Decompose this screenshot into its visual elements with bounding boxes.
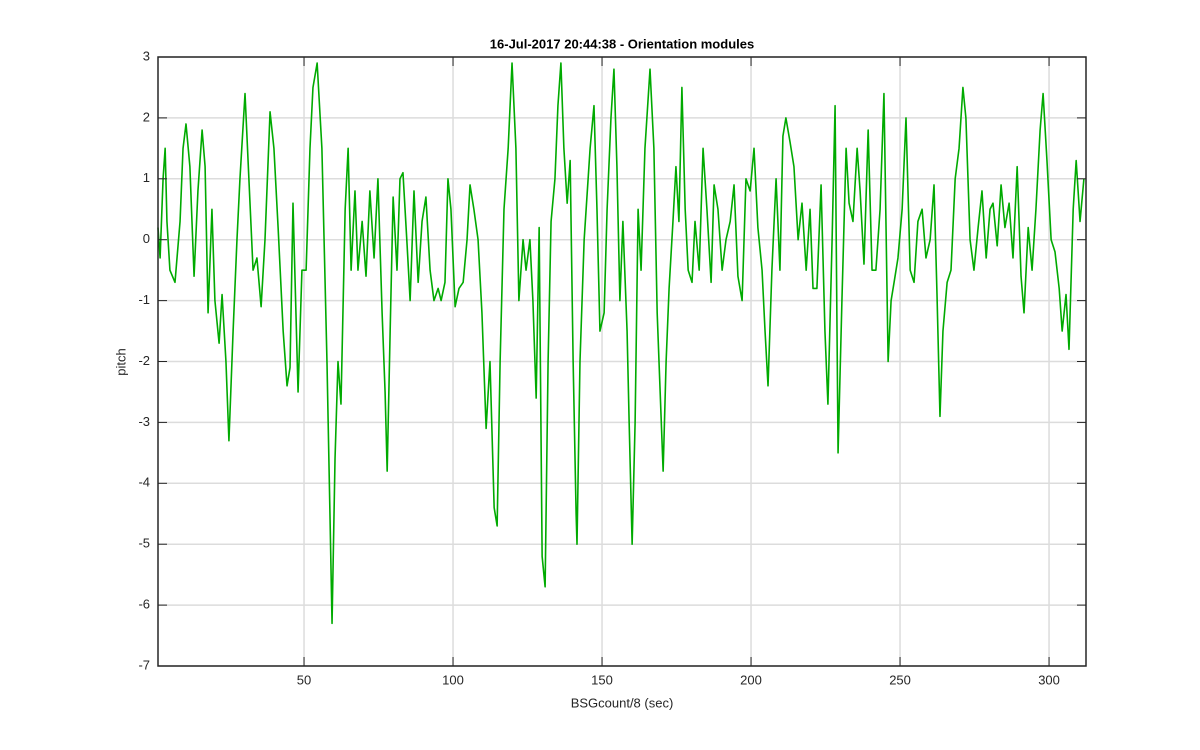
y-tick-label: -7 xyxy=(138,657,150,672)
x-tick-label: 200 xyxy=(740,672,762,687)
chart-title: 16-Jul-2017 20:44:38 - Orientation modul… xyxy=(490,36,754,51)
y-tick-label: -2 xyxy=(138,353,150,368)
x-tick-label: 250 xyxy=(889,672,911,687)
data-line xyxy=(157,62,1085,625)
axes-box xyxy=(157,56,1087,667)
plot-area xyxy=(157,62,1085,625)
y-tick-label: 1 xyxy=(143,170,150,185)
y-tick-label: -3 xyxy=(138,414,150,429)
y-tick-label: -4 xyxy=(138,475,150,490)
axes: 50 100 150 200 250 300 -7 -6 -5 -4 -3 -2 -1 0 1 2 3 xyxy=(138,48,1087,687)
y-axis-label: pitch xyxy=(113,348,128,375)
x-tick-label: 150 xyxy=(591,672,613,687)
x-tick-label: 50 xyxy=(297,672,311,687)
y-tick-label: 2 xyxy=(143,109,150,124)
x-axis-label: BSGcount/8 (sec) xyxy=(571,695,674,710)
y-tick-label: 0 xyxy=(143,231,150,246)
x-tick-label: 300 xyxy=(1038,672,1060,687)
y-tick-label: -1 xyxy=(138,292,150,307)
y-tick-label: -5 xyxy=(138,536,150,551)
y-tick-label: -6 xyxy=(138,597,150,612)
x-tick-label: 100 xyxy=(442,672,464,687)
y-tick-label: 3 xyxy=(143,48,150,63)
